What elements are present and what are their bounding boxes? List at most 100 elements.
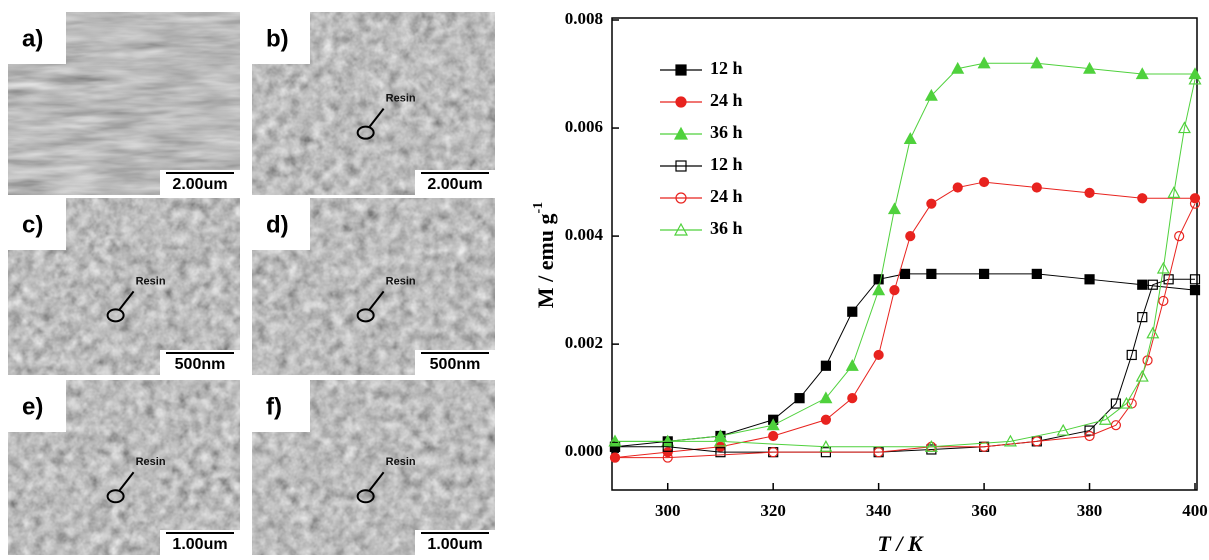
annotation: Resin (386, 93, 416, 105)
annotation-arrow (368, 471, 385, 491)
marker (1147, 279, 1158, 290)
legend-label: 12 h (710, 58, 743, 78)
marker (1003, 434, 1017, 447)
x-tick-label: 380 (1077, 501, 1103, 520)
scale-box (160, 170, 240, 195)
marker (1119, 396, 1133, 409)
legend-marker (675, 160, 687, 172)
marker (926, 268, 937, 280)
y-tick-label: 0.000 (565, 441, 603, 460)
marker (977, 56, 991, 69)
chart: T / K M / emu g-1 300 320 340 360 380 400 0.00… (531, 9, 1208, 556)
label-box (8, 198, 66, 250)
legend-marker (675, 64, 687, 76)
marker (1084, 425, 1095, 436)
annotation: Resin (386, 275, 416, 287)
x-tick-label: 360 (971, 501, 997, 520)
legend-label: 36 h (710, 218, 743, 238)
marker (1137, 193, 1148, 204)
marker (1126, 349, 1137, 361)
panel-label: f) (266, 393, 282, 420)
marker (1156, 261, 1170, 274)
marker (845, 359, 859, 371)
marker (1031, 182, 1042, 193)
marker (1031, 436, 1042, 447)
marker (924, 88, 938, 101)
legend-label: 12 h (710, 154, 743, 174)
label-box (8, 380, 66, 432)
marker (609, 441, 621, 452)
series-line (615, 203, 1196, 459)
series-line (614, 181, 1195, 459)
scale-label: 1.00um (172, 536, 227, 553)
annotation: Resin (136, 275, 166, 287)
marker (1146, 326, 1160, 339)
marker (662, 441, 673, 452)
marker (1177, 121, 1191, 134)
marker (978, 441, 990, 452)
marker (1167, 186, 1181, 198)
marker (1084, 187, 1095, 198)
marker (978, 268, 990, 280)
marker (899, 268, 911, 280)
y-axis-label: M / emu g-1 (531, 202, 558, 308)
scale-box (415, 530, 495, 555)
panel-label: c) (22, 211, 43, 238)
y-tick-label: 0.008 (565, 9, 603, 28)
marker (1030, 56, 1044, 69)
x-tick-label: 400 (1182, 501, 1208, 520)
marker (873, 349, 884, 361)
marker (1158, 295, 1169, 307)
annotation-circle (356, 308, 375, 323)
marker (1031, 268, 1042, 280)
marker (1084, 430, 1095, 442)
marker (713, 434, 727, 447)
y-tick-label: 0.006 (565, 117, 603, 136)
label-box (8, 12, 66, 64)
annotation: Resin (136, 456, 166, 468)
marker (819, 391, 833, 404)
panel-label: a) (22, 25, 43, 52)
x-axis-label: T / K (877, 531, 924, 556)
marker (847, 393, 858, 404)
legend-marker (675, 192, 687, 204)
marker (768, 447, 779, 458)
plot-frame (611, 17, 1198, 491)
annotation-circle (356, 489, 375, 504)
scale-box (160, 530, 240, 555)
marker (1188, 72, 1202, 85)
marker (820, 414, 832, 425)
marker (1189, 274, 1201, 285)
series-line (615, 79, 1196, 448)
marker (662, 452, 673, 463)
legend-marker (675, 96, 687, 108)
marker (608, 434, 622, 447)
marker (903, 132, 917, 144)
marker (924, 440, 938, 452)
marker (1163, 274, 1174, 285)
marker (794, 393, 805, 404)
x-tick-label: 300 (655, 501, 681, 520)
scale-box (415, 170, 495, 195)
marker (662, 447, 673, 458)
y-axis-label-superscript: -1 (531, 202, 546, 214)
marker (887, 202, 901, 215)
series-line (615, 62, 1195, 442)
scale-label: 2.00um (172, 176, 227, 193)
scale-box (160, 350, 240, 375)
annotation-arrow (118, 290, 135, 310)
marker (661, 434, 675, 447)
marker (715, 441, 726, 452)
marker (889, 285, 900, 296)
legend-label: 24 h (710, 90, 743, 110)
legend-label: 36 h (710, 122, 743, 142)
y-tick-label: 0.004 (565, 225, 604, 244)
series-line (614, 273, 1196, 448)
scale-label: 500nm (430, 356, 481, 373)
annotation-arrow (118, 471, 135, 491)
annotation-arrow (368, 290, 385, 310)
marker (819, 440, 833, 452)
marker (768, 430, 779, 442)
marker (609, 452, 621, 463)
